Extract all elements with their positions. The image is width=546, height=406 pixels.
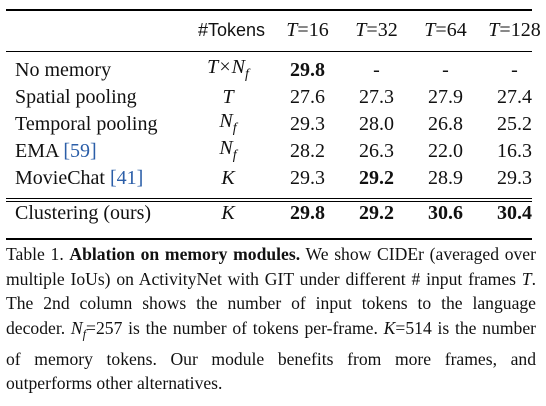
table-row: EMA [59] Nf 28.2 26.3 22.0 16.3 [6,137,546,164]
row-tokens: T×Nf [207,56,249,82]
row-value: 27.4 [497,85,532,108]
row-value: 30.4 [497,202,532,224]
row-value: 28.0 [359,112,394,135]
row-value: 29.8 [290,202,325,224]
method-name: Clustering (ours) [15,202,152,224]
method-name: MovieChat [15,166,105,189]
caption-symbol-k: K [383,317,396,338]
caption-symbol-t: T [521,268,532,289]
citation-link[interactable]: [41] [110,166,144,189]
table-double-rule-lower [6,201,532,202]
row-value: 28.2 [290,139,325,162]
row-value: 29.3 [290,166,325,189]
row-value: 28.9 [428,166,463,189]
table-row: MovieChat [41] K 29.3 29.2 28.9 29.3 [6,164,546,195]
table-header-rule [6,51,532,52]
citation-link[interactable]: [59] [63,139,97,162]
caption-text-1: We show CIDEr (averaged over multiple Io… [6,244,536,289]
caption-symbol-nf: Nf [70,317,87,342]
row-tokens: T [222,85,234,108]
table-bottom-rule [6,238,532,240]
row-value: 29.3 [290,112,325,135]
row-value: 16.3 [497,139,532,162]
row-value: 29.2 [359,166,394,189]
row-value: - [442,58,449,81]
row-value: 27.6 [290,85,325,108]
table-row: No memory T×Nf 29.8 - - - [6,50,546,83]
row-value: - [373,58,380,81]
method-name: Temporal pooling [15,112,158,135]
row-value: 30.6 [428,202,463,224]
row-value: 25.2 [497,112,532,135]
header-t64: T=64 [424,19,467,41]
row-value: 29.8 [290,58,325,81]
method-name: EMA [15,139,59,162]
row-method: MovieChat [41] [6,164,183,195]
row-value: 29.3 [497,166,532,189]
table-caption: Table 1. Ablation on memory modules. We … [6,242,536,396]
row-tokens: K [221,166,235,189]
ablation-table: #Tokens T=16 T=32 T=64 T=128 No memory T×… [6,10,546,231]
caption-text-3: =257 is the number of tokens per-frame. [86,317,384,338]
row-value: 26.3 [359,139,394,162]
row-method: Spatial pooling [6,83,183,110]
table-top-rule [6,9,532,11]
row-tokens: Nf [219,110,237,136]
row-value: 22.0 [428,139,463,162]
caption-text-4: =514 is the number of memory tokens. Our… [6,317,536,394]
row-tokens: K [221,202,235,224]
caption-label: Table 1. [6,244,64,264]
row-method: No memory [6,50,183,83]
row-tokens: Nf [219,137,237,163]
row-value: 27.3 [359,85,394,108]
row-value: - [511,58,518,81]
header-t32: T=32 [355,19,398,41]
caption-text-2: . The 2nd column shows the number of inp… [6,268,536,338]
method-name: No memory [15,58,112,81]
header-t16: T=16 [286,19,329,41]
table-row: Spatial pooling T 27.6 27.3 27.9 27.4 [6,83,546,110]
row-method: Temporal pooling [6,110,183,137]
row-value: 29.2 [359,202,394,224]
table-row: Clustering (ours) K 29.8 29.2 30.6 30.4 [6,195,546,231]
caption-title: Ablation on memory modules. [69,244,301,264]
table-row: Temporal pooling Nf 29.3 28.0 26.8 25.2 [6,110,546,137]
row-method: Clustering (ours) [6,195,183,231]
row-method: EMA [59] [6,137,183,164]
header-method [6,10,183,50]
table-header-row: #Tokens T=16 T=32 T=64 T=128 [6,10,546,50]
header-t128: T=128 [488,19,541,41]
method-name: Spatial pooling [15,85,137,108]
row-value: 26.8 [428,112,463,135]
row-value: 27.9 [428,85,463,108]
table-double-rule-upper [6,198,532,199]
header-tokens: #Tokens [197,20,265,40]
